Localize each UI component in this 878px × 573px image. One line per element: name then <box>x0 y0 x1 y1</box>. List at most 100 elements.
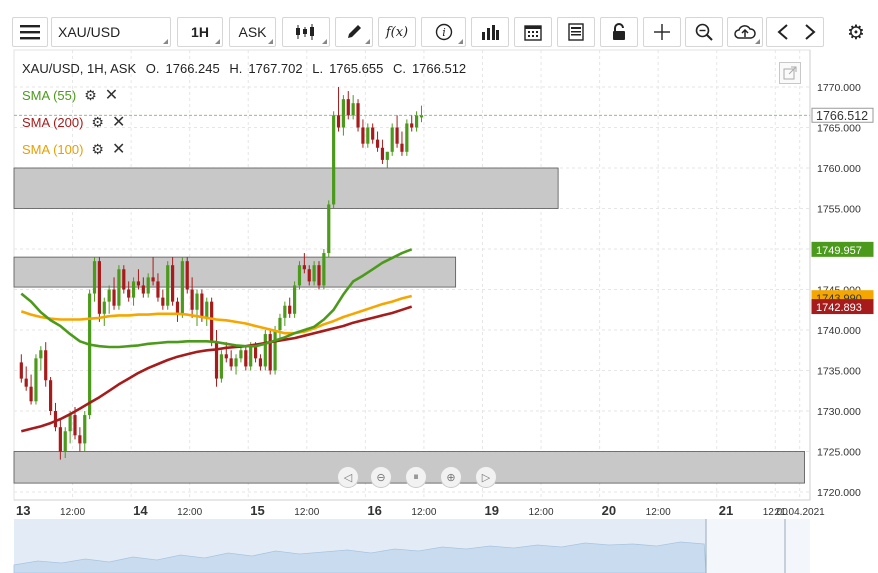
template-button[interactable] <box>557 17 595 47</box>
draw-tool-button[interactable] <box>335 17 373 47</box>
time-tick-label: 12:00 <box>529 507 554 518</box>
zones <box>13 167 805 484</box>
settings-button[interactable]: ⚙ <box>842 17 870 47</box>
candles <box>19 87 424 460</box>
candle-body <box>312 265 316 282</box>
price-type-selector[interactable]: ASK <box>229 17 276 47</box>
price-tag <box>811 241 874 257</box>
support-resistance-zone <box>13 167 559 209</box>
price-tick-label: 1770.000 <box>817 82 861 94</box>
interval-selector[interactable]: 1H <box>177 17 223 47</box>
candle-body <box>136 281 141 286</box>
time-tick-label: 12:00 <box>60 507 85 518</box>
symbol-info: XAU/USD, 1H, ASK <box>22 61 137 76</box>
candle-body <box>341 99 345 128</box>
indicator-sma55: SMA (55) ⚙ ✕ <box>22 85 118 105</box>
gear-icon[interactable]: ⚙ <box>91 140 104 157</box>
candle-body <box>297 265 302 286</box>
time-tick-label: 14 <box>133 503 148 518</box>
price-tick-label: 1720.000 <box>817 487 861 499</box>
price-tag-label: 1749.957 <box>816 245 862 257</box>
time-tick-label: 19 <box>484 503 498 518</box>
candle-body <box>131 281 136 298</box>
candle-body <box>405 123 409 152</box>
candle-body <box>293 285 297 314</box>
lock-button[interactable] <box>600 17 638 47</box>
candlestick-icon <box>296 24 314 40</box>
close-icon[interactable]: ✕ <box>104 87 119 104</box>
candle-body <box>156 281 160 298</box>
price-tick-label: 1725.000 <box>817 447 861 459</box>
menu-button[interactable] <box>12 17 48 47</box>
close-icon[interactable]: ✕ <box>111 114 126 131</box>
cloud-save-button[interactable] <box>727 17 763 47</box>
time-tick-label: 21 <box>719 503 733 518</box>
zoom-out-icon: ⊖ <box>376 471 386 484</box>
price-tag <box>811 107 874 123</box>
chart-type-button[interactable] <box>282 17 330 47</box>
candle-body <box>390 127 394 152</box>
candle-body <box>78 435 82 444</box>
scroll-right-button[interactable]: ▷ <box>475 466 497 488</box>
candle-body <box>195 293 199 310</box>
triangle-left-icon: ◁ <box>343 471 353 484</box>
candle-body <box>214 342 219 379</box>
symbol-selector[interactable]: XAU/USD <box>51 17 171 47</box>
time-tick-label: 12:00 <box>411 507 436 518</box>
candle-body <box>171 265 175 302</box>
candle-body <box>327 204 331 254</box>
cloud-icon <box>734 25 756 39</box>
candle-body <box>122 269 126 290</box>
price-type-label: ASK <box>238 24 267 40</box>
candle-body <box>385 151 389 160</box>
time-tick-label: 15 <box>250 503 264 518</box>
candle-body <box>263 334 267 367</box>
candle-body <box>190 289 194 310</box>
candle-body <box>375 139 380 148</box>
popout-button[interactable] <box>779 62 801 84</box>
time-tick-label: 21.04.2021 <box>775 507 825 518</box>
candle-body <box>29 386 33 402</box>
crosshair-button[interactable] <box>643 17 681 47</box>
calendar-button[interactable] <box>514 17 552 47</box>
low-label: L. <box>312 61 324 76</box>
reset-button[interactable]: ⏸ <box>405 466 427 488</box>
candle-body <box>112 289 116 306</box>
zoom-in-button[interactable]: ⊕ <box>440 466 462 488</box>
info-button[interactable]: i <box>421 17 466 47</box>
candle-body <box>200 293 204 318</box>
indicator-label: SMA (200) <box>22 114 84 130</box>
indicators-button[interactable]: f(x) <box>378 17 416 47</box>
indicator-sma200: SMA (200) ⚙ ✕ <box>22 112 125 132</box>
volume-button[interactable] <box>471 17 509 47</box>
candle-body <box>224 354 228 359</box>
open-label: O. <box>145 61 160 76</box>
candle-body <box>322 253 326 286</box>
candle-body <box>146 277 150 294</box>
candle-body <box>332 115 336 205</box>
gear-icon[interactable]: ⚙ <box>91 113 104 130</box>
support-resistance-zone <box>13 256 457 288</box>
candle-body <box>273 330 277 371</box>
candle-body <box>400 143 404 152</box>
gear-icon[interactable]: ⚙ <box>84 86 97 103</box>
candle-body <box>419 115 424 118</box>
close-icon[interactable]: ✕ <box>111 141 126 158</box>
chevron-left-right-icon[interactable] <box>770 23 820 41</box>
price-tag <box>811 299 874 315</box>
low-value: 1765.655 <box>329 61 384 76</box>
candle-body <box>68 415 72 432</box>
zoom-button[interactable] <box>685 17 723 47</box>
candle-body <box>351 103 355 116</box>
scroll-left-button[interactable]: ◁ <box>337 466 359 488</box>
candle-body <box>151 277 155 282</box>
candle-body <box>410 123 414 128</box>
zoom-out-button[interactable]: ⊖ <box>370 466 392 488</box>
time-tick-label: 12:00 <box>177 507 202 518</box>
price-tick-label: 1755.000 <box>817 204 861 216</box>
time-tick-label: 20 <box>602 503 616 518</box>
document-icon <box>568 23 584 41</box>
navigator[interactable] <box>13 519 810 573</box>
candle-body <box>180 261 184 314</box>
